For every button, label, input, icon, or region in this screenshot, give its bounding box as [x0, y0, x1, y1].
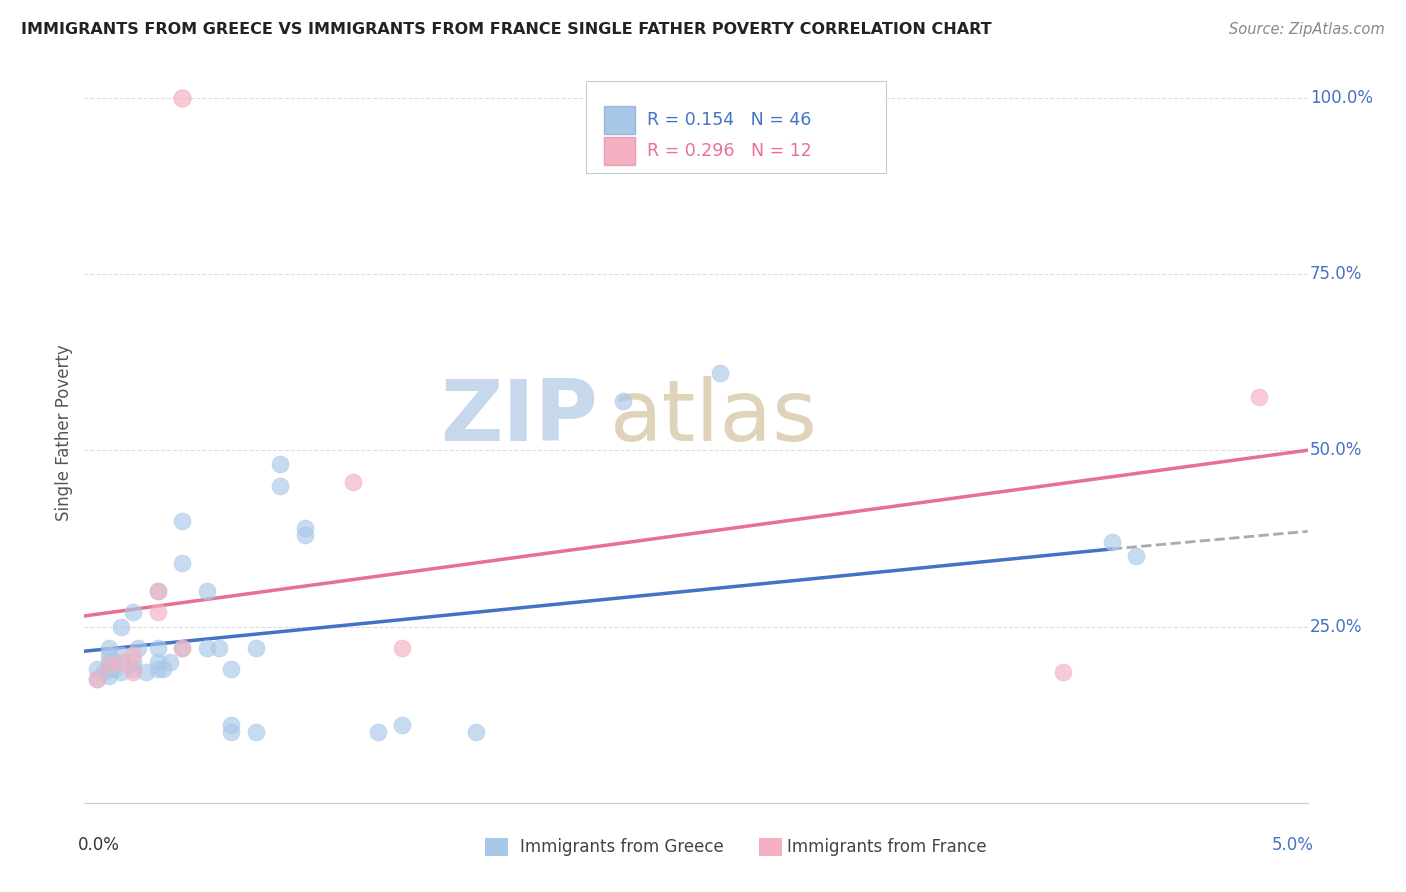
Point [219, 718, 242, 732]
Point [146, 655, 169, 669]
Point [97, 648, 120, 662]
Point [195, 640, 218, 655]
Point [245, 640, 267, 655]
Text: IMMIGRANTS FROM GREECE VS IMMIGRANTS FROM FRANCE SINGLE FATHER POVERTY CORRELATI: IMMIGRANTS FROM GREECE VS IMMIGRANTS FRO… [21, 22, 991, 37]
Point [146, 640, 169, 655]
Point [1101, 535, 1123, 549]
Point [110, 655, 132, 669]
Point [294, 521, 316, 535]
Point [172, 556, 194, 570]
Point [103, 655, 125, 669]
Point [219, 662, 242, 676]
Point [110, 619, 132, 633]
Point [219, 725, 242, 739]
Point [122, 662, 145, 676]
Point [172, 640, 194, 655]
Point [294, 528, 316, 542]
Text: R = 0.154   N = 46: R = 0.154 N = 46 [647, 112, 811, 129]
Point [146, 662, 169, 676]
Point [172, 640, 194, 655]
Text: R = 0.296   N = 12: R = 0.296 N = 12 [647, 142, 811, 160]
Text: Immigrants from France: Immigrants from France [787, 838, 987, 856]
Point [612, 393, 634, 408]
Point [122, 655, 145, 669]
Point [1125, 549, 1147, 563]
Point [152, 662, 174, 676]
Point [269, 478, 291, 492]
Text: Source: ZipAtlas.com: Source: ZipAtlas.com [1229, 22, 1385, 37]
Point [172, 514, 194, 528]
Point [110, 648, 132, 662]
Point [93, 665, 115, 680]
Point [391, 718, 413, 732]
Point [86, 673, 108, 687]
Y-axis label: Single Father Poverty: Single Father Poverty [55, 344, 73, 521]
Text: 75.0%: 75.0% [1310, 265, 1362, 283]
Point [127, 640, 149, 655]
Point [195, 584, 218, 599]
Point [97, 669, 120, 683]
Point [245, 725, 267, 739]
Text: 5.0%: 5.0% [1272, 836, 1313, 855]
Text: Immigrants from Greece: Immigrants from Greece [520, 838, 724, 856]
Point [464, 725, 486, 739]
Point [146, 584, 169, 599]
Point [146, 584, 169, 599]
Point [367, 725, 389, 739]
Point [122, 606, 145, 620]
FancyBboxPatch shape [605, 137, 636, 165]
Point [269, 458, 291, 472]
Point [391, 640, 413, 655]
Point [135, 665, 157, 680]
Point [146, 606, 169, 620]
Point [208, 640, 231, 655]
Text: 0.0%: 0.0% [79, 836, 120, 855]
FancyBboxPatch shape [605, 106, 636, 135]
Point [122, 648, 145, 662]
Text: 25.0%: 25.0% [1310, 617, 1362, 635]
Text: ZIP: ZIP [440, 376, 598, 459]
Point [1247, 390, 1270, 404]
Point [1052, 665, 1074, 680]
Point [97, 640, 120, 655]
Point [342, 475, 364, 489]
Point [86, 673, 108, 687]
Point [709, 366, 731, 380]
Point [159, 655, 181, 669]
Point [97, 655, 120, 669]
Point [86, 662, 108, 676]
Point [110, 665, 132, 680]
Point [172, 91, 194, 105]
Text: 100.0%: 100.0% [1310, 88, 1374, 107]
Text: atlas: atlas [610, 376, 818, 459]
Text: 50.0%: 50.0% [1310, 442, 1362, 459]
Point [122, 665, 145, 680]
Point [97, 658, 120, 673]
FancyBboxPatch shape [586, 81, 886, 173]
Point [97, 662, 120, 676]
Point [103, 662, 125, 676]
